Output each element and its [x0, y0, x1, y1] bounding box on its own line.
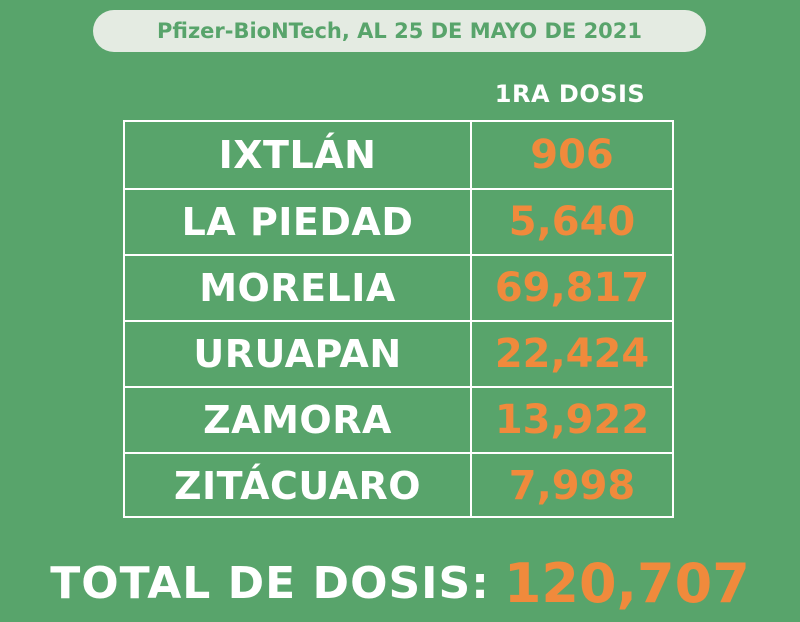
city-name: ZITÁCUARO [173, 464, 422, 508]
table-row: MORELIA 69,817 [125, 254, 672, 320]
banner-text: Pfizer-BioNTech, AL 25 DE MAYO DE 2021 [156, 19, 643, 43]
dose-count: 7,998 [470, 454, 672, 518]
table-row: LA PIEDAD 5,640 [125, 188, 672, 254]
column-header-first-dose: 1RA DOSIS [494, 80, 646, 108]
total-label: TOTAL DE DOSIS: [50, 558, 490, 609]
city-name: IXTLÁN [218, 133, 377, 177]
city-name: URUAPAN [193, 332, 402, 376]
table-row: ZAMORA 13,922 [125, 386, 672, 452]
city-name: MORELIA [199, 266, 396, 310]
dose-count: 13,922 [470, 388, 672, 452]
date-banner: Pfizer-BioNTech, AL 25 DE MAYO DE 2021 [93, 10, 706, 52]
doses-table: IXTLÁN 906 LA PIEDAD 5,640 MORELIA 69,81… [123, 120, 674, 518]
city-name: LA PIEDAD [181, 200, 414, 244]
dose-count: 69,817 [470, 256, 672, 320]
dose-count: 22,424 [470, 322, 672, 386]
city-name: ZAMORA [203, 398, 392, 442]
total-value: 120,707 [503, 552, 750, 615]
table-row: ZITÁCUARO 7,998 [125, 452, 672, 518]
total-doses: TOTAL DE DOSIS: 120,707 [0, 552, 800, 622]
dose-count: 5,640 [470, 190, 672, 254]
dose-count: 906 [470, 122, 672, 188]
table-row: URUAPAN 22,424 [125, 320, 672, 386]
table-row: IXTLÁN 906 [125, 122, 672, 188]
